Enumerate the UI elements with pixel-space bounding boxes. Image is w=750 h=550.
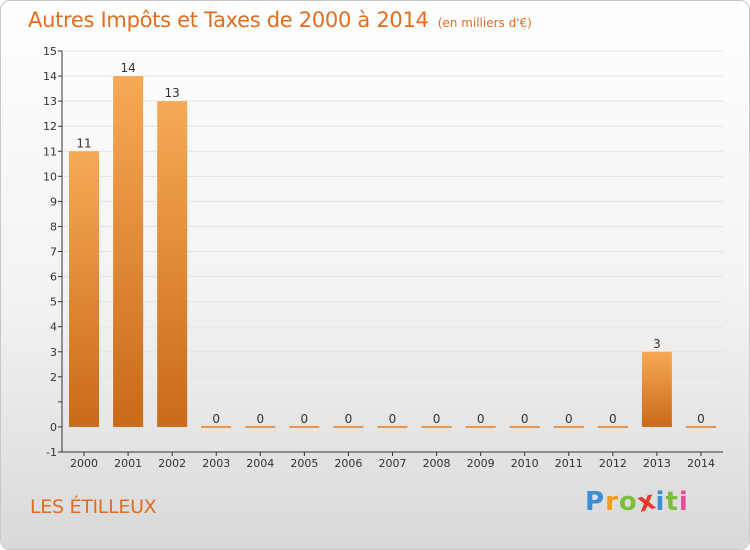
data-label: 0	[389, 412, 397, 426]
data-label: 0	[477, 412, 485, 426]
x-tick-label: 2007	[379, 457, 407, 470]
bar	[465, 425, 496, 428]
location-label: LES ÉTILLEUX	[30, 496, 157, 518]
x-tick-label: 2006	[334, 457, 362, 470]
data-label: 0	[697, 412, 705, 426]
y-tick-label: 12	[43, 120, 57, 133]
bar	[377, 425, 408, 428]
data-label: 3	[653, 337, 661, 351]
data-label: 0	[301, 412, 309, 426]
x-tick-label: 2009	[467, 457, 495, 470]
data-label: 13	[165, 86, 180, 100]
chart-title-main: Autres Impôts et Taxes de 2000 à 2014	[28, 8, 429, 32]
data-label: 0	[521, 412, 529, 426]
x-tick-label: 2008	[423, 457, 451, 470]
x-tick-label: 2000	[70, 457, 98, 470]
data-label: 11	[76, 136, 91, 150]
x-tick-label: 2011	[555, 457, 583, 470]
y-tick-label: 10	[43, 170, 57, 183]
y-tick-label: 6	[50, 271, 57, 284]
labels: -1 0 2 3 4 5 6 7 8 9 10 11 12 13 14 15 11 2000 14 2001 13 200…	[43, 45, 715, 470]
x-tick-label: 2014	[687, 457, 715, 470]
bar	[421, 425, 452, 428]
data-label: 0	[565, 412, 573, 426]
x-tick-label: 2010	[511, 457, 539, 470]
y-tick-label: 7	[50, 246, 57, 259]
x-tick-label: 2002	[158, 457, 186, 470]
y-tick-label: 11	[43, 145, 57, 158]
y-tick-label: 9	[50, 195, 57, 208]
y-tick-label: 5	[50, 296, 57, 309]
logo-letter: i	[655, 487, 666, 517]
logo-letter: P	[585, 487, 606, 517]
y-tick-label: 3	[50, 346, 57, 359]
proxiti-logo: Proxiti	[585, 485, 689, 519]
data-label: 0	[433, 412, 441, 426]
bar	[201, 425, 232, 428]
bar	[69, 151, 100, 427]
logo-letter: t	[665, 487, 679, 517]
bar	[113, 76, 144, 427]
bar	[157, 101, 188, 427]
data-label: 0	[345, 412, 353, 426]
x-tick-label: 2003	[202, 457, 230, 470]
y-tick-label: 4	[50, 321, 57, 334]
data-label: 14	[120, 61, 135, 75]
axes	[58, 50, 723, 456]
data-label: 0	[609, 412, 617, 426]
logo-letter: i	[678, 487, 689, 517]
chart-title-unit: (en milliers d'€)	[437, 16, 532, 30]
bar	[641, 351, 672, 427]
logo-letter: r	[605, 487, 619, 517]
logo-letter: o	[618, 487, 638, 517]
y-tick-label: 0	[50, 421, 57, 434]
chart-title: Autres Impôts et Taxes de 2000 à 2014 (e…	[28, 8, 532, 32]
bar	[553, 425, 584, 428]
x-tick-label: 2005	[290, 457, 318, 470]
data-label: 0	[256, 412, 264, 426]
data-label: 0	[212, 412, 220, 426]
y-tick-label: -1	[46, 446, 57, 459]
x-tick-label: 2013	[643, 457, 671, 470]
bar	[685, 425, 716, 428]
bar	[597, 425, 628, 428]
y-tick-label: 14	[43, 70, 57, 83]
y-tick-label: 15	[43, 45, 57, 58]
bar	[509, 425, 540, 428]
bar	[333, 425, 364, 428]
y-tick-label: 13	[43, 95, 57, 108]
bar	[245, 425, 276, 428]
x-tick-label: 2004	[246, 457, 274, 470]
x-tick-label: 2012	[599, 457, 627, 470]
bars	[69, 76, 716, 428]
y-tick-label: 2	[50, 371, 57, 384]
bar	[289, 425, 320, 428]
x-tick-label: 2001	[114, 457, 142, 470]
y-tick-label: 8	[50, 220, 57, 233]
